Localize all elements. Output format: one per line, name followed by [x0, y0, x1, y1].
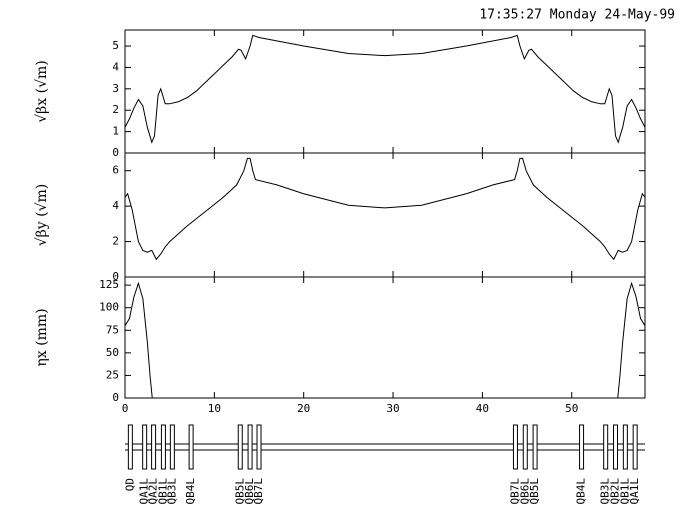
x-tick-label: 30: [386, 402, 399, 415]
magnet-label: QB7L: [252, 478, 265, 505]
y-tick-label: 5: [112, 39, 119, 52]
x-tick-label: 40: [476, 402, 489, 415]
y-tick-label: 4: [112, 60, 119, 73]
magnet: [603, 424, 609, 470]
y-axis-label: √βy (√m): [34, 184, 50, 247]
x-tick-label: 10: [208, 402, 221, 415]
data-line: [125, 34, 645, 144]
magnet: [632, 424, 638, 470]
y-tick-label: 0: [112, 270, 119, 283]
magnet-label: QB3L: [599, 478, 612, 505]
magnet-label: QB1L: [618, 478, 631, 505]
y-tick-label: 2: [112, 235, 119, 248]
y-axis-label: ηx (mm): [34, 308, 50, 366]
magnet-label: QB4L: [184, 478, 197, 505]
y-tick-label: 100: [99, 301, 119, 314]
y-tick-label: 4: [112, 199, 119, 212]
magnet: [247, 424, 253, 470]
magnet: [522, 424, 528, 470]
x-tick-label: 0: [122, 402, 129, 415]
magnet-label: QB5L: [528, 478, 541, 505]
magnet-label: QB6L: [518, 478, 531, 505]
magnet: [160, 424, 166, 470]
magnet: [532, 424, 538, 470]
magnet: [613, 424, 619, 470]
y-axis-label: √βx (√m): [34, 60, 50, 122]
magnet-label: QB6L: [243, 478, 256, 505]
plot-frame: [124, 152, 646, 278]
y-tick-label: 75: [106, 323, 119, 336]
magnet-label: QB7L: [508, 478, 521, 505]
timestamp: 17:35:27 Monday 24-May-99: [479, 8, 675, 23]
magnet-label: QA2L: [147, 478, 160, 505]
y-tick-label: 6: [112, 164, 119, 177]
magnet: [256, 424, 262, 470]
magnet: [127, 424, 133, 470]
y-tick-label: 125: [99, 278, 119, 291]
x-tick-label: 50: [565, 402, 578, 415]
magnet: [188, 424, 194, 470]
magnet: [169, 424, 175, 470]
magnet-label: QB5L: [233, 478, 246, 505]
magnet: [151, 424, 157, 470]
plot-frame: [124, 29, 646, 154]
magnet-label: QB3L: [165, 478, 178, 505]
magnet-label: QD: [123, 478, 136, 491]
magnet: [237, 424, 243, 470]
magnet-label: QB1L: [156, 478, 169, 505]
magnet-label: QB2L: [609, 478, 622, 505]
magnet-label: QA1L: [628, 478, 641, 505]
y-tick-label: 3: [112, 82, 119, 95]
data-line: [125, 157, 645, 261]
magnet-label: QA1L: [138, 478, 151, 505]
magnet: [622, 424, 628, 470]
y-tick-label: 1: [112, 125, 119, 138]
magnet: [512, 424, 518, 470]
y-tick-label: 0: [112, 146, 119, 159]
y-tick-label: 25: [106, 368, 119, 381]
x-tick-label: 20: [297, 402, 310, 415]
plot-frame: [124, 276, 646, 399]
data-line: [125, 281, 645, 398]
y-tick-label: 2: [112, 103, 119, 116]
magnet: [142, 424, 148, 470]
magnet-label: QB4L: [575, 478, 588, 505]
y-tick-label: 50: [106, 346, 119, 359]
magnet: [579, 424, 585, 470]
y-tick-label: 0: [112, 391, 119, 404]
